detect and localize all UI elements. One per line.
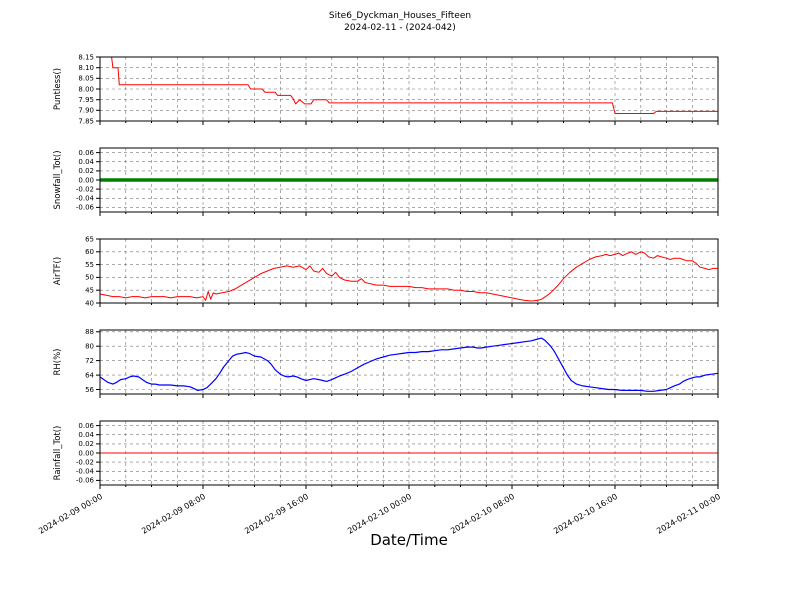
y-tick-label: 7.85: [78, 117, 94, 125]
y-tick-label: 8.05: [78, 75, 94, 83]
panel-rainfall_tot: -0.06-0.04 -0.020.000.020.040.06 Rainfall_…: [53, 420, 719, 489]
y-tick-label: 0.02: [78, 167, 94, 175]
y-tick-label: 55: [85, 261, 94, 269]
y-axis-label-rainfall_tot: Rainfall_Tot(): [53, 426, 63, 481]
y-tick-label: -0.06: [76, 204, 95, 212]
y-axis-label-airtf: AirTF(): [53, 257, 63, 285]
y-axis-label-snowfall_tot: Snowfall_Tot(): [53, 150, 63, 209]
title-line-1: Site6_Dyckman_Houses_Fifteen: [328, 11, 472, 21]
x-tick-label: 2024-02-10 08:00: [449, 492, 516, 536]
y-tick-label: 45: [85, 287, 94, 295]
y-tick-label: 0.06: [78, 422, 94, 430]
y-tick-label: 0.04: [78, 158, 94, 166]
y-tick-label: 8.10: [78, 64, 94, 72]
series-airtf: [99, 251, 718, 302]
y-tick-label: 56: [85, 386, 94, 394]
x-axis-label: Date/Time: [370, 531, 448, 549]
x-tick-label: 2024-02-10 16:00: [552, 492, 619, 536]
x-tick-label: 2024-02-09 08:00: [140, 492, 207, 536]
y-tick-label: 88: [85, 328, 94, 336]
y-tick-label: 0.04: [78, 431, 94, 439]
y-tick-label: 7.95: [78, 96, 94, 104]
y-tick-label: 0.06: [78, 149, 94, 157]
y-tick-label: -0.02: [76, 185, 94, 193]
panel-snowfall_tot: -0.06-0.04 -0.020.000.020.040.06 Snowfall_…: [53, 147, 719, 216]
x-tick-label: 2024-02-11 00:00: [655, 492, 722, 536]
y-tick-label: 72: [85, 357, 94, 365]
series-rh: [99, 337, 719, 392]
y-tick-label: 80: [85, 343, 94, 351]
y-tick-label: -0.04: [76, 468, 95, 476]
y-axis-label-rh: RH(%): [53, 348, 63, 375]
y-tick-label: 65: [85, 235, 94, 243]
x-tick-label: 2024-02-09 16:00: [243, 492, 310, 536]
y-tick-label: -0.02: [76, 458, 94, 466]
y-tick-label: 0.02: [78, 440, 94, 448]
panel-rh: 56 64 72 80 88 RH(%): [53, 328, 719, 398]
y-tick-label: -0.06: [76, 477, 95, 485]
y-tick-label: 7.90: [78, 107, 94, 115]
y-tick-label: 60: [85, 248, 94, 256]
y-axis-label-puntless: Puntless(): [53, 68, 63, 110]
figure-title: Site6_Dyckman_Houses_Fifteen 2024-02-11 …: [0, 10, 800, 34]
y-tick-label: 50: [85, 274, 94, 282]
y-tick-label: -0.04: [76, 195, 95, 203]
title-line-2: 2024-02-11 - (2024-042): [344, 23, 456, 34]
y-tick-label: 8.15: [78, 53, 94, 61]
y-tick-label: 8.00: [78, 85, 94, 93]
y-tick-label: 0.00: [78, 449, 94, 457]
panel-airtf: 40 45 50 55 60 65 AirTF(): [53, 235, 719, 307]
y-tick-label: 64: [85, 371, 94, 379]
series-puntless: [100, 56, 718, 114]
y-tick-label: 40: [85, 299, 94, 307]
x-tick-label: 2024-02-09 00:00: [37, 492, 104, 536]
y-tick-label: 0.00: [78, 176, 94, 184]
x-tick-label: 2024-02-10 00:00: [346, 492, 413, 536]
panel-puntless: 7.85 7.90 7.95 8.00 8.05 8.10 8.15 Puntless(): [53, 53, 719, 125]
